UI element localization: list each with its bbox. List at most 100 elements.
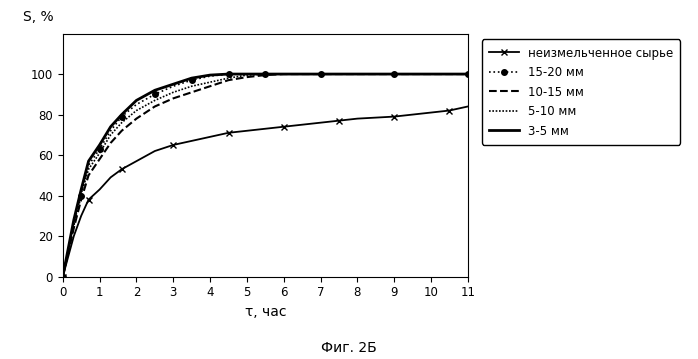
3-5 мм (117, 112, 126, 117)
5-10 мм (243, 73, 251, 77)
5-10 мм (77, 191, 85, 196)
неизмельченное сырье (77, 214, 85, 218)
10-15 мм (353, 72, 362, 76)
неизмельченное сырье (280, 125, 288, 129)
неизмельченное сырье (206, 135, 214, 139)
неизмельченное сырье (353, 116, 362, 121)
15-20 мм (353, 72, 362, 76)
5-10 мм (224, 76, 232, 80)
неизмельченное сырье (59, 274, 67, 279)
3-5 мм (132, 98, 140, 103)
15-20 мм (206, 74, 214, 78)
15-20 мм (280, 72, 288, 76)
Legend: неизмельченное сырье, 15-20 мм, 10-15 мм, 5-10 мм, 3-5 мм: неизмельченное сырье, 15-20 мм, 10-15 мм… (482, 39, 681, 145)
неизмельченное сырье (243, 129, 251, 133)
5-10 мм (169, 90, 177, 94)
5-10 мм (84, 167, 93, 171)
неизмельченное сырье (151, 149, 159, 153)
15-20 мм (132, 102, 140, 107)
10-15 мм (59, 274, 67, 279)
Line: неизмельченное сырье: неизмельченное сырье (59, 103, 471, 280)
Line: 5-10 мм: 5-10 мм (63, 74, 468, 276)
10-15 мм (224, 78, 232, 82)
неизмельченное сырье (316, 121, 325, 125)
5-10 мм (96, 151, 104, 155)
3-5 мм (463, 72, 472, 76)
5-10 мм (59, 274, 67, 279)
10-15 мм (132, 116, 140, 121)
15-20 мм (316, 72, 325, 76)
3-5 мм (353, 72, 362, 76)
неизмельченное сырье (169, 143, 177, 147)
15-20 мм (169, 84, 177, 88)
Line: 15-20 мм: 15-20 мм (60, 71, 470, 279)
5-10 мм (206, 80, 214, 84)
5-10 мм (427, 72, 436, 76)
неизмельченное сырье (463, 104, 472, 109)
неизмельченное сырье (298, 122, 306, 127)
5-10 мм (132, 108, 140, 113)
15-20 мм (96, 147, 104, 151)
10-15 мм (96, 157, 104, 161)
3-5 мм (107, 125, 115, 129)
10-15 мм (427, 72, 436, 76)
5-10 мм (390, 72, 399, 76)
15-20 мм (188, 78, 196, 82)
15-20 мм (84, 163, 93, 167)
10-15 мм (261, 73, 269, 77)
3-5 мм (316, 72, 325, 76)
15-20 мм (243, 72, 251, 76)
10-15 мм (151, 104, 159, 109)
неизмельченное сырье (70, 234, 78, 238)
неизмельченное сырье (84, 197, 93, 202)
15-20 мм (70, 224, 78, 228)
15-20 мм (59, 274, 67, 279)
10-15 мм (188, 90, 196, 94)
5-10 мм (280, 72, 288, 76)
3-5 мм (427, 72, 436, 76)
3-5 мм (96, 143, 104, 147)
10-15 мм (316, 72, 325, 76)
3-5 мм (77, 187, 85, 192)
3-5 мм (206, 73, 214, 77)
Line: 10-15 мм: 10-15 мм (63, 74, 468, 276)
3-5 мм (59, 274, 67, 279)
3-5 мм (390, 72, 399, 76)
10-15 мм (243, 75, 251, 79)
неизмельченное сырье (335, 118, 343, 123)
3-5 мм (70, 218, 78, 222)
15-20 мм (390, 72, 399, 76)
неизмельченное сырье (390, 115, 399, 119)
15-20 мм (77, 194, 85, 198)
3-5 мм (243, 72, 251, 76)
15-20 мм (463, 72, 472, 76)
10-15 мм (280, 72, 288, 76)
10-15 мм (84, 173, 93, 177)
15-20 мм (107, 129, 115, 133)
неизмельченное сырье (224, 131, 232, 135)
неизмельченное сырье (107, 175, 115, 180)
15-20 мм (427, 72, 436, 76)
Y-axis label: S, %: S, % (23, 10, 54, 24)
5-10 мм (70, 222, 78, 226)
неизмельченное сырье (96, 187, 104, 192)
5-10 мм (316, 72, 325, 76)
X-axis label: τ, час: τ, час (244, 305, 286, 319)
неизмельченное сырье (117, 167, 126, 171)
5-10 мм (353, 72, 362, 76)
15-20 мм (151, 92, 159, 97)
5-10 мм (117, 121, 126, 125)
10-15 мм (70, 226, 78, 230)
3-5 мм (280, 72, 288, 76)
3-5 мм (224, 72, 232, 76)
10-15 мм (107, 141, 115, 145)
неизмельченное сырье (427, 110, 436, 115)
неизмельченное сырье (445, 108, 454, 113)
неизмельченное сырье (371, 116, 380, 120)
3-5 мм (169, 82, 177, 87)
5-10 мм (261, 72, 269, 76)
неизмельченное сырье (188, 139, 196, 143)
5-10 мм (463, 72, 472, 76)
5-10 мм (151, 98, 159, 103)
10-15 мм (77, 197, 85, 202)
